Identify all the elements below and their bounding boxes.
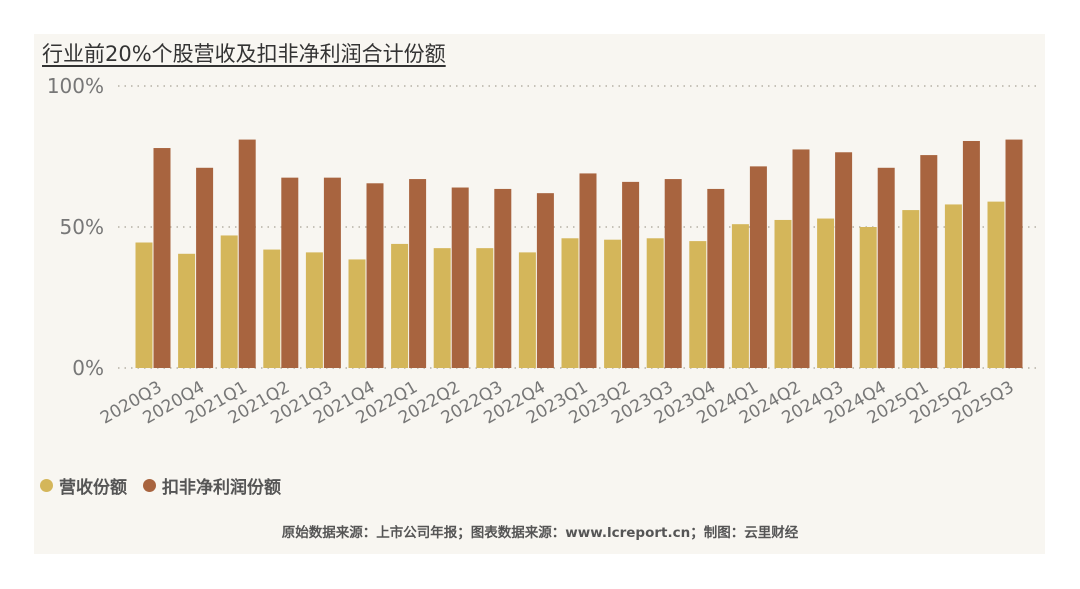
bar-revenue-share <box>391 243 409 368</box>
bar-profit-share <box>323 177 341 368</box>
bar-revenue-share <box>902 210 920 368</box>
bar-profit-share <box>749 166 767 368</box>
bar-revenue-share <box>348 259 366 368</box>
bar-revenue-share <box>646 238 664 368</box>
bar-revenue-share <box>476 248 494 368</box>
bar-revenue-share <box>731 224 749 368</box>
bars <box>135 139 1023 368</box>
legend-swatch-revenue <box>40 479 53 492</box>
legend: 营收份额 扣非净利润份额 <box>40 473 297 498</box>
y-tick-label: 0% <box>72 356 104 380</box>
bar-profit-share <box>281 177 299 368</box>
bar-profit-share <box>451 187 469 368</box>
bar-revenue-share <box>178 253 196 368</box>
bar-profit-share <box>153 148 171 368</box>
bar-revenue-share <box>220 235 238 368</box>
bar-revenue-share <box>135 242 153 368</box>
y-axis-ticks: 0% 50% 100% <box>47 74 104 380</box>
legend-swatch-profit <box>143 479 156 492</box>
bar-revenue-share <box>817 218 835 368</box>
bar-revenue-share <box>689 241 707 368</box>
bar-profit-share <box>409 179 427 368</box>
bar-profit-share <box>707 188 725 368</box>
y-tick-label: 50% <box>60 215 104 239</box>
bar-profit-share <box>792 149 810 368</box>
bar-profit-share <box>920 155 938 368</box>
source-note: 原始数据来源：上市公司年报；图表数据来源：www.lcreport.cn；制图：… <box>281 525 799 541</box>
bar-profit-share <box>536 193 554 368</box>
bar-revenue-share <box>263 249 281 368</box>
legend-label-profit: 扣非净利润份额 <box>162 478 281 498</box>
bar-profit-share <box>1005 139 1023 368</box>
y-tick-label: 100% <box>47 74 104 98</box>
bar-chart: 0% 50% 100% 2020Q32020Q42021Q12021Q22021Q3… <box>47 74 1040 428</box>
bar-profit-share <box>835 152 853 368</box>
legend-label-revenue: 营收份额 <box>59 478 127 498</box>
bar-profit-share <box>238 139 256 368</box>
bar-revenue-share <box>859 227 877 368</box>
x-axis-ticks: 2020Q32020Q42021Q12021Q22021Q32021Q42022… <box>97 377 1017 428</box>
bar-profit-share <box>196 167 214 368</box>
bar-revenue-share <box>518 252 536 368</box>
bar-profit-share <box>664 179 682 368</box>
bar-profit-share <box>579 173 597 368</box>
bar-revenue-share <box>561 238 579 368</box>
bar-profit-share <box>622 181 640 368</box>
bar-profit-share <box>366 183 384 368</box>
bar-revenue-share <box>774 219 792 368</box>
bar-revenue-share <box>433 248 451 368</box>
bar-revenue-share <box>604 239 622 368</box>
bar-revenue-share <box>987 201 1005 368</box>
grid-lines <box>118 85 1040 369</box>
legend-item-profit: 扣非净利润份额 <box>143 473 281 498</box>
bar-profit-share <box>494 188 512 368</box>
bar-revenue-share <box>305 252 323 368</box>
legend-item-revenue: 营收份额 <box>40 473 127 498</box>
chart-title: 行业前20%个股营收及扣非净利润合计份额 <box>42 42 446 66</box>
bar-profit-share <box>877 167 895 368</box>
bar-profit-share <box>962 140 980 368</box>
bar-revenue-share <box>944 204 962 368</box>
